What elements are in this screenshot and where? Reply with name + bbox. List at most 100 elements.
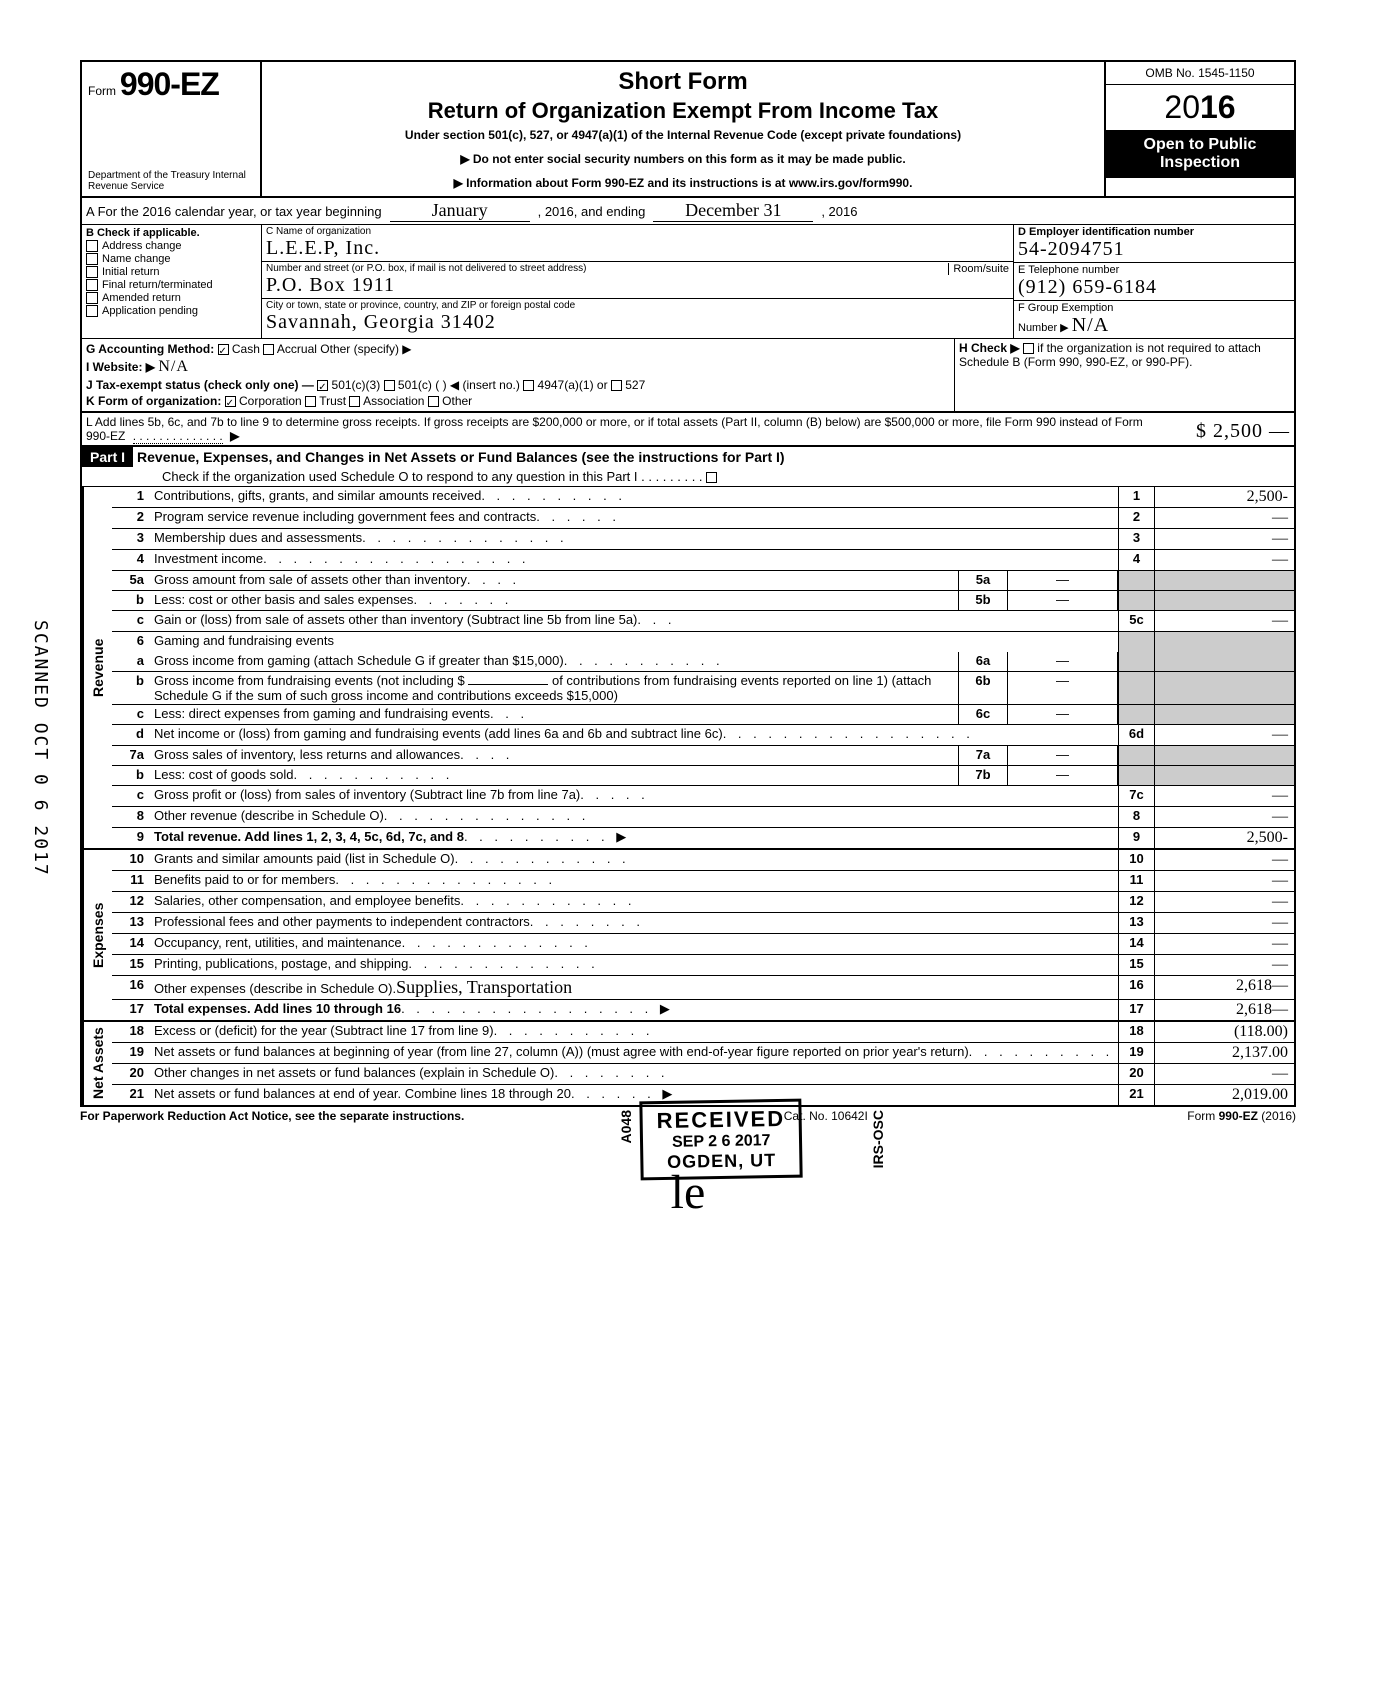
header: Form 990-EZ Department of the Treasury I… — [80, 60, 1296, 198]
rows-GHIJK: G Accounting Method: Cash Accrual Other … — [80, 338, 1296, 413]
line-I: I Website: ▶ N/A — [86, 357, 950, 377]
cb-other[interactable] — [428, 396, 439, 407]
short-form-title: Short Form — [268, 68, 1098, 96]
phone-value: (912) 659-6184 — [1018, 276, 1290, 299]
line-A-begin: January — [390, 200, 530, 222]
cb-trust[interactable] — [305, 396, 316, 407]
arrow-line-2: ▶ Information about Form 990-EZ and its … — [268, 176, 1098, 190]
cb-amended-return[interactable]: Amended return — [86, 292, 257, 304]
org-address: P.O. Box 1911 — [266, 274, 1009, 297]
open-public-text: Open to Public — [1108, 136, 1292, 154]
header-left: Form 990-EZ Department of the Treasury I… — [82, 62, 262, 196]
irs-osc-mark: IRS-OSC — [870, 1110, 886, 1168]
org-city: Savannah, Georgia 31402 — [266, 311, 1009, 334]
org-address-row: Room/suite Number and street (or P.O. bo… — [262, 262, 1013, 299]
group-exemption-row: F Group Exemption Number ▶ N/A — [1014, 301, 1294, 338]
cb-4947[interactable] — [523, 380, 534, 391]
arrow-line-1: ▶ Do not enter social security numbers o… — [268, 152, 1098, 166]
group-number-label: Number ▶ — [1018, 322, 1069, 334]
return-title: Return of Organization Exempt From Incom… — [268, 98, 1098, 124]
a048-mark: A048 — [618, 1110, 634, 1143]
revenue-rows: 1Contributions, gifts, grants, and simil… — [112, 487, 1294, 848]
I-label: I Website: ▶ — [86, 360, 155, 374]
form-990ez: Form 990-EZ Department of the Treasury I… — [80, 60, 1296, 1220]
L-value: $ 2,500 — — [1170, 420, 1290, 443]
col-C: C Name of organization L.E.E.P, Inc. Roo… — [262, 225, 1014, 338]
group-exemption-label: F Group Exemption — [1018, 302, 1290, 314]
part-I-header: Part I Revenue, Expenses, and Changes in… — [80, 447, 1296, 467]
line-A-suffix: , 2016 — [821, 204, 857, 219]
J-label: J Tax-exempt status (check only one) — — [86, 378, 314, 392]
netassets-rows: 18Excess or (deficit) for the year (Subt… — [112, 1022, 1294, 1105]
val-20: — — [1154, 1064, 1294, 1084]
cb-schedule-o[interactable] — [706, 472, 717, 483]
val-14: — — [1154, 934, 1294, 954]
website-value: N/A — [158, 358, 189, 375]
val-7c: — — [1154, 786, 1294, 806]
val-11: — — [1154, 871, 1294, 891]
received-stamp: RECEIVED SEP 2 6 2017 OGDEN, UT — [639, 1099, 803, 1181]
city-label: City or town, state or province, country… — [266, 300, 1009, 311]
cb-schedule-b[interactable] — [1023, 343, 1034, 354]
cb-cash[interactable] — [218, 344, 229, 355]
info-grid: B Check if applicable. Address change Na… — [80, 225, 1296, 338]
line-H: H Check ▶ if the organization is not req… — [954, 339, 1294, 411]
footer-left: For Paperwork Reduction Act Notice, see … — [80, 1109, 464, 1123]
org-city-row: City or town, state or province, country… — [262, 299, 1013, 335]
val-19: 2,137.00 — [1154, 1043, 1294, 1063]
cb-association[interactable] — [349, 396, 360, 407]
line16-handwriting: Supplies, Transportation — [396, 977, 572, 998]
val-4: — — [1154, 550, 1294, 570]
cb-accrual[interactable] — [263, 344, 274, 355]
form-number: 990-EZ — [120, 66, 219, 102]
val-3: — — [1154, 529, 1294, 549]
ein-row: D Employer identification number 54-2094… — [1014, 225, 1294, 263]
phone-label: E Telephone number — [1018, 264, 1290, 276]
line-G: G Accounting Method: Cash Accrual Other … — [86, 341, 950, 357]
part-I-title: Revenue, Expenses, and Changes in Net As… — [133, 447, 1294, 467]
group-exemption-value: N/A — [1072, 314, 1109, 336]
cb-527[interactable] — [611, 380, 622, 391]
val-1: 2,500- — [1154, 487, 1294, 507]
phone-row: E Telephone number (912) 659-6184 — [1014, 263, 1294, 301]
cb-501c3[interactable] — [317, 380, 328, 391]
line-A-mid: , 2016, and ending — [538, 204, 646, 219]
val-12: — — [1154, 892, 1294, 912]
year-prefix: 20 — [1164, 89, 1200, 125]
cb-501c[interactable] — [384, 380, 395, 391]
cb-name-change[interactable]: Name change — [86, 253, 257, 265]
val-13: — — [1154, 913, 1294, 933]
revenue-table: Revenue 1Contributions, gifts, grants, a… — [80, 486, 1296, 850]
cb-address-change[interactable]: Address change — [86, 240, 257, 252]
L-text: L Add lines 5b, 6c, and 7b to line 9 to … — [86, 415, 1143, 443]
org-name-row: C Name of organization L.E.E.P, Inc. — [262, 225, 1013, 262]
cb-final-return[interactable]: Final return/terminated — [86, 279, 257, 291]
inspection-text: Inspection — [1108, 154, 1292, 172]
val-18: (118.00) — [1154, 1022, 1294, 1042]
expenses-rows: 10Grants and similar amounts paid (list … — [112, 850, 1294, 1020]
G-label: G Accounting Method: — [86, 342, 214, 356]
cb-application-pending[interactable]: Application pending — [86, 305, 257, 317]
line-A: A For the 2016 calendar year, or tax yea… — [80, 198, 1296, 225]
open-to-public: Open to Public Inspection — [1106, 130, 1294, 178]
ghi-left: G Accounting Method: Cash Accrual Other … — [82, 339, 954, 411]
ein-value: 54-2094751 — [1018, 238, 1290, 261]
footer-right: Form 990-EZ (2016) — [1187, 1109, 1296, 1123]
header-right: OMB No. 1545-1150 2016 Open to Public In… — [1104, 62, 1294, 196]
tax-year: 2016 — [1106, 85, 1294, 130]
B-label: B Check if applicable. — [86, 227, 257, 239]
cb-initial-return[interactable]: Initial return — [86, 266, 257, 278]
val-15: — — [1154, 955, 1294, 975]
cb-corporation[interactable] — [225, 396, 236, 407]
val-8: — — [1154, 807, 1294, 827]
expenses-side-label: Expenses — [82, 850, 112, 1020]
room-label: Room/suite — [948, 263, 1009, 275]
val-10: — — [1154, 850, 1294, 870]
org-name: L.E.E.P, Inc. — [266, 237, 1009, 260]
line-K: K Form of organization: Corporation Trus… — [86, 393, 950, 409]
header-center: Short Form Return of Organization Exempt… — [262, 62, 1104, 196]
val-6d: — — [1154, 725, 1294, 745]
H-label: H Check ▶ — [959, 341, 1020, 355]
stamp-received: RECEIVED — [656, 1106, 785, 1134]
col-DE: D Employer identification number 54-2094… — [1014, 225, 1294, 338]
